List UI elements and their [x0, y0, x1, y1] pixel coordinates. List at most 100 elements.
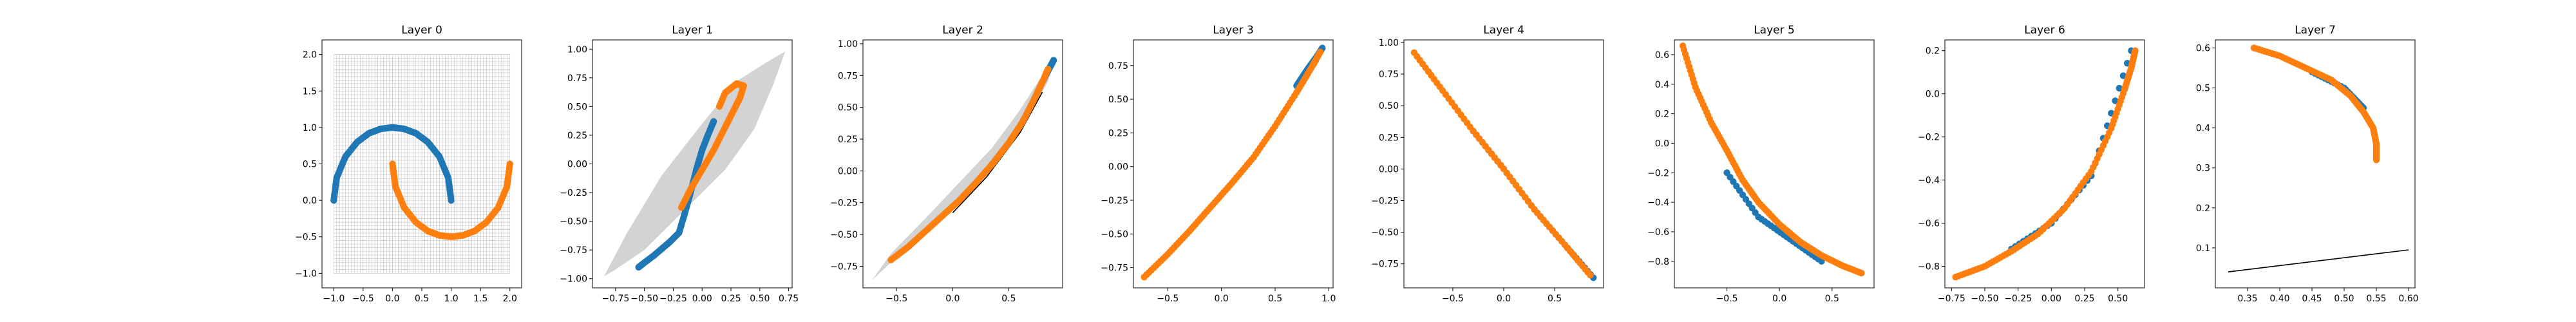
- axes-frame: [862, 39, 1063, 289]
- y-tick-label: 1.00: [567, 44, 587, 55]
- plot-area: [863, 40, 1063, 288]
- chart-title: Layer 0: [401, 24, 442, 37]
- data-point: [1050, 57, 1057, 64]
- y-tick-label: 0.75: [1379, 70, 1399, 80]
- axes-frame: [1133, 39, 1334, 289]
- y-tick-label: 0.75: [567, 73, 587, 84]
- series-b: [1141, 48, 1324, 281]
- subplot-2: Layer 2 −0.5 0.0 0.5 −0.75 −0.50 −0.25 0.00 0.25…: [830, 24, 1063, 304]
- y-tick-label: 0.3: [2196, 164, 2210, 174]
- y-tick-label: −0.6: [1918, 219, 1940, 229]
- x-tick-label: −0.50: [1971, 294, 1999, 304]
- x-tick-label: 0.25: [721, 294, 741, 304]
- data-point: [1858, 269, 1865, 277]
- data-point: [1587, 272, 1594, 279]
- y-tick-label: 0.25: [567, 131, 587, 141]
- series-b: [1410, 49, 1594, 279]
- y-tick-label: 0.5: [2196, 84, 2210, 94]
- y-tick-label: 0.5: [303, 160, 317, 170]
- grid: [333, 54, 511, 274]
- y-tick-label: −0.6: [1647, 227, 1669, 238]
- y-tick-label: 1.0: [303, 123, 317, 133]
- x-tick-label: −0.5: [886, 294, 907, 304]
- x-tick-label: 0.0: [1215, 294, 1229, 304]
- y-tick-label: 0.00: [1379, 164, 1399, 175]
- x-tick-label: 1.0: [444, 294, 458, 304]
- y-tick-label: −0.4: [1647, 198, 1669, 208]
- y-tick-label: 0.00: [567, 160, 587, 170]
- data-point: [715, 103, 723, 110]
- x-tick-label: 0.25: [2074, 294, 2094, 304]
- axes-frame: [2215, 39, 2416, 289]
- series-b: [1679, 42, 1865, 277]
- y-tick-label: −0.75: [830, 261, 858, 272]
- y-tick-label: −0.25: [1101, 196, 1128, 206]
- y-tick-label: −0.50: [1101, 229, 1128, 240]
- series-b: [677, 80, 747, 211]
- y-tick-label: −0.2: [1918, 133, 1940, 143]
- x-tick-label: 0.40: [2269, 294, 2289, 304]
- data-point: [1316, 48, 1324, 56]
- axes-frame: [1674, 39, 1875, 289]
- x-tick-label: 1.5: [473, 294, 488, 304]
- y-tick-label: −0.50: [830, 230, 858, 240]
- series-a: [330, 124, 455, 204]
- subplot-3: Layer 3 −0.5 0.0 0.5 1.0 −0.75 −0.50 −0.25 0.00 0…: [1101, 24, 1336, 304]
- x-tick-label: 0.5: [1825, 294, 1839, 304]
- y-tick-label: −0.8: [1918, 262, 1940, 272]
- y-tick-label: 0.4: [1655, 80, 1669, 90]
- subplot-1: Layer 1−0.75 −0.50 −0.25 0.00 0.25 0.50 0.75−1…: [560, 24, 799, 304]
- x-tick-label: 0.5: [1001, 294, 1016, 304]
- y-tick-label: 0.2: [2196, 204, 2210, 214]
- y-tick-label: −0.8: [1647, 257, 1669, 267]
- y-tick-label: −0.75: [560, 245, 587, 256]
- y-tick-label: 0.00: [838, 166, 858, 176]
- chart-title: Layer 5: [1754, 24, 1795, 37]
- x-tick-label: 0.5: [415, 294, 429, 304]
- x-tick-label: 0.60: [2398, 294, 2418, 304]
- y-tick-label: −0.75: [1371, 260, 1399, 270]
- x-tick-label: 0.50: [2108, 294, 2128, 304]
- y-tick-label: 1.00: [1379, 38, 1399, 48]
- x-tick-label: 2.0: [503, 294, 517, 304]
- y-tick-label: −0.25: [830, 198, 858, 209]
- y-tick-label: −0.50: [1371, 228, 1399, 238]
- y-tick-label: 0.6: [2196, 43, 2210, 53]
- plot-area: [1945, 40, 2145, 288]
- x-tick-label: −0.75: [1938, 294, 1965, 304]
- series-b: [2250, 44, 2380, 164]
- y-tick-label: 0.1: [2196, 243, 2210, 254]
- x-tick-label: 0.0: [945, 294, 960, 304]
- plot-area: [1674, 40, 1874, 288]
- data-point: [1045, 66, 1052, 73]
- x-tick-label: 0.75: [779, 294, 799, 304]
- data-point: [506, 160, 513, 167]
- y-tick-label: 0.2: [1655, 109, 1669, 120]
- decision-boundary: [2228, 249, 2409, 272]
- x-tick-label: 0.50: [750, 294, 770, 304]
- x-tick-label: 0.55: [2366, 294, 2386, 304]
- x-tick-label: −1.0: [323, 294, 345, 304]
- y-tick-label: 0.4: [2196, 124, 2210, 134]
- chart-title: Layer 3: [1213, 24, 1254, 37]
- subplot-4: Layer 4 −0.5 0.0 0.5 −0.75 −0.50 −0.25 0.00 0.25…: [1371, 24, 1604, 304]
- subplot-5: Layer 5 −0.5 0.0 0.5 −0.8 −0.6 −0.4 −0.2 0.0 0.2 0…: [1647, 24, 1875, 304]
- y-tick-label: −0.25: [1371, 196, 1399, 206]
- x-tick-label: −0.50: [630, 294, 658, 304]
- y-tick-label: 0.50: [1379, 101, 1399, 111]
- region: [603, 51, 786, 277]
- x-tick-label: −0.5: [352, 294, 374, 304]
- data-point: [2116, 84, 2123, 92]
- chart-title: Layer 2: [942, 24, 983, 37]
- y-tick-label: 0.6: [1655, 50, 1669, 61]
- data-point: [2372, 156, 2380, 164]
- data-point: [2132, 47, 2139, 54]
- x-tick-label: −0.5: [1157, 294, 1179, 304]
- x-tick-label: 0.0: [1772, 294, 1786, 304]
- y-tick-label: 1.5: [303, 86, 317, 97]
- y-tick-label: 1.00: [838, 39, 858, 50]
- x-tick-label: 0.35: [2237, 294, 2257, 304]
- y-tick-label: 0.50: [567, 102, 587, 112]
- x-tick-label: 0.50: [2334, 294, 2354, 304]
